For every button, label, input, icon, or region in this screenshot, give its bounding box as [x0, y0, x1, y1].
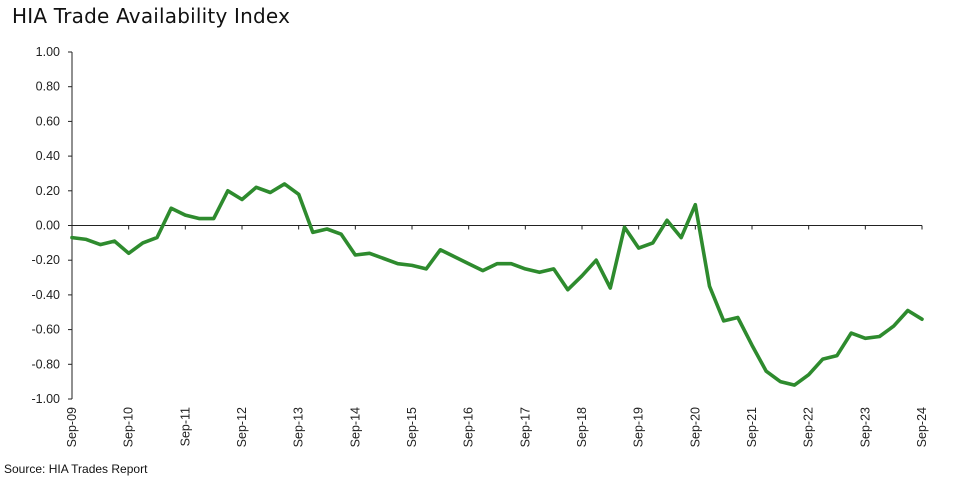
data-point — [481, 269, 484, 272]
data-point — [694, 203, 697, 206]
data-point — [609, 287, 612, 290]
data-point — [878, 335, 881, 338]
data-point — [170, 207, 173, 210]
data-point — [241, 198, 244, 201]
data-point — [821, 358, 824, 361]
data-point — [411, 264, 414, 267]
data-point — [637, 247, 640, 250]
data-point — [354, 254, 357, 257]
x-tick-label: Sep-09 — [65, 407, 79, 447]
data-point — [297, 193, 300, 196]
data-point — [836, 354, 839, 357]
data-point — [864, 337, 867, 340]
x-tick-label: Sep-11 — [178, 407, 192, 446]
data-point — [850, 332, 853, 335]
x-tick-label: Sep-12 — [235, 407, 249, 447]
data-point — [581, 274, 584, 277]
data-point — [751, 344, 754, 347]
data-point — [439, 248, 442, 251]
data-point — [892, 325, 895, 328]
data-point — [807, 373, 810, 376]
data-point — [425, 267, 428, 270]
x-tick-label: Sep-19 — [632, 407, 646, 447]
y-tick-label: -0.80 — [32, 357, 61, 371]
data-point — [212, 217, 215, 220]
y-axis: 1.00 0.80 0.60 0.40 0.20 0.00 -0.20 -0.40 -0.60 -… — [32, 45, 73, 406]
data-point — [340, 233, 343, 236]
data-point — [708, 285, 711, 288]
series-group — [70, 182, 924, 387]
data-point — [524, 267, 527, 270]
data-point — [99, 243, 102, 246]
data-point — [269, 191, 272, 194]
x-tick-label: Sep-20 — [688, 407, 702, 447]
y-tick-label: 0.80 — [36, 80, 60, 94]
data-point — [85, 238, 88, 241]
x-tick-label: Sep-21 — [745, 407, 759, 447]
x-tick-label: Sep-22 — [802, 407, 816, 447]
y-tick-label: 0.20 — [36, 184, 60, 198]
data-point — [666, 219, 669, 222]
chart-title: HIA Trade Availability Index — [12, 4, 291, 28]
data-point — [156, 236, 159, 239]
x-tick-label: Sep-10 — [122, 407, 136, 447]
data-point — [396, 262, 399, 265]
y-tick-label: -0.60 — [32, 323, 61, 337]
data-point — [255, 186, 258, 189]
source-note: Source: HIA Trades Report — [4, 462, 148, 476]
data-point — [326, 228, 329, 231]
data-point — [921, 318, 924, 321]
y-tick-label: -0.20 — [32, 253, 61, 267]
x-tick-label: Sep-24 — [915, 407, 929, 447]
data-point — [496, 262, 499, 265]
x-axis: Sep-09 Sep-10 Sep-11 Sep-12 Sep-13 Sep-14 Sep-… — [65, 225, 929, 447]
data-point — [623, 226, 626, 229]
x-tick-label: Sep-13 — [292, 407, 306, 447]
data-point — [680, 236, 683, 239]
x-tick-label: Sep-16 — [462, 407, 476, 447]
data-point — [311, 231, 314, 234]
data-point — [538, 271, 541, 274]
data-point — [368, 252, 371, 255]
data-point — [595, 259, 598, 262]
data-point — [453, 255, 456, 258]
data-point — [283, 182, 286, 185]
y-tick-label: 0.60 — [36, 114, 60, 128]
x-tick-label: Sep-17 — [518, 407, 532, 447]
data-point — [467, 262, 470, 265]
y-tick-label: -1.00 — [32, 392, 61, 406]
data-point — [226, 189, 229, 192]
data-point — [141, 241, 144, 244]
data-point — [552, 267, 555, 270]
data-point — [779, 380, 782, 383]
series-line — [70, 182, 924, 387]
data-point — [510, 262, 513, 265]
data-point — [198, 217, 201, 220]
data-point — [566, 288, 569, 291]
y-tick-label: 0.40 — [36, 149, 60, 163]
data-point — [765, 370, 768, 373]
y-tick-label: -0.40 — [32, 288, 61, 302]
x-tick-label: Sep-15 — [405, 407, 419, 447]
x-tick-label: Sep-23 — [858, 407, 872, 447]
data-point — [906, 309, 909, 312]
data-point — [71, 236, 74, 239]
x-tick-label: Sep-14 — [348, 407, 362, 447]
data-point — [722, 319, 725, 322]
y-tick-label: 0.00 — [36, 219, 60, 233]
data-point — [793, 384, 796, 387]
x-tick-label: Sep-18 — [575, 407, 589, 447]
data-point — [113, 240, 116, 243]
y-tick-label: 1.00 — [36, 45, 60, 59]
data-point — [736, 316, 739, 319]
data-point — [184, 214, 187, 217]
data-point — [382, 257, 385, 260]
data-point — [127, 252, 130, 255]
data-point — [651, 241, 654, 244]
